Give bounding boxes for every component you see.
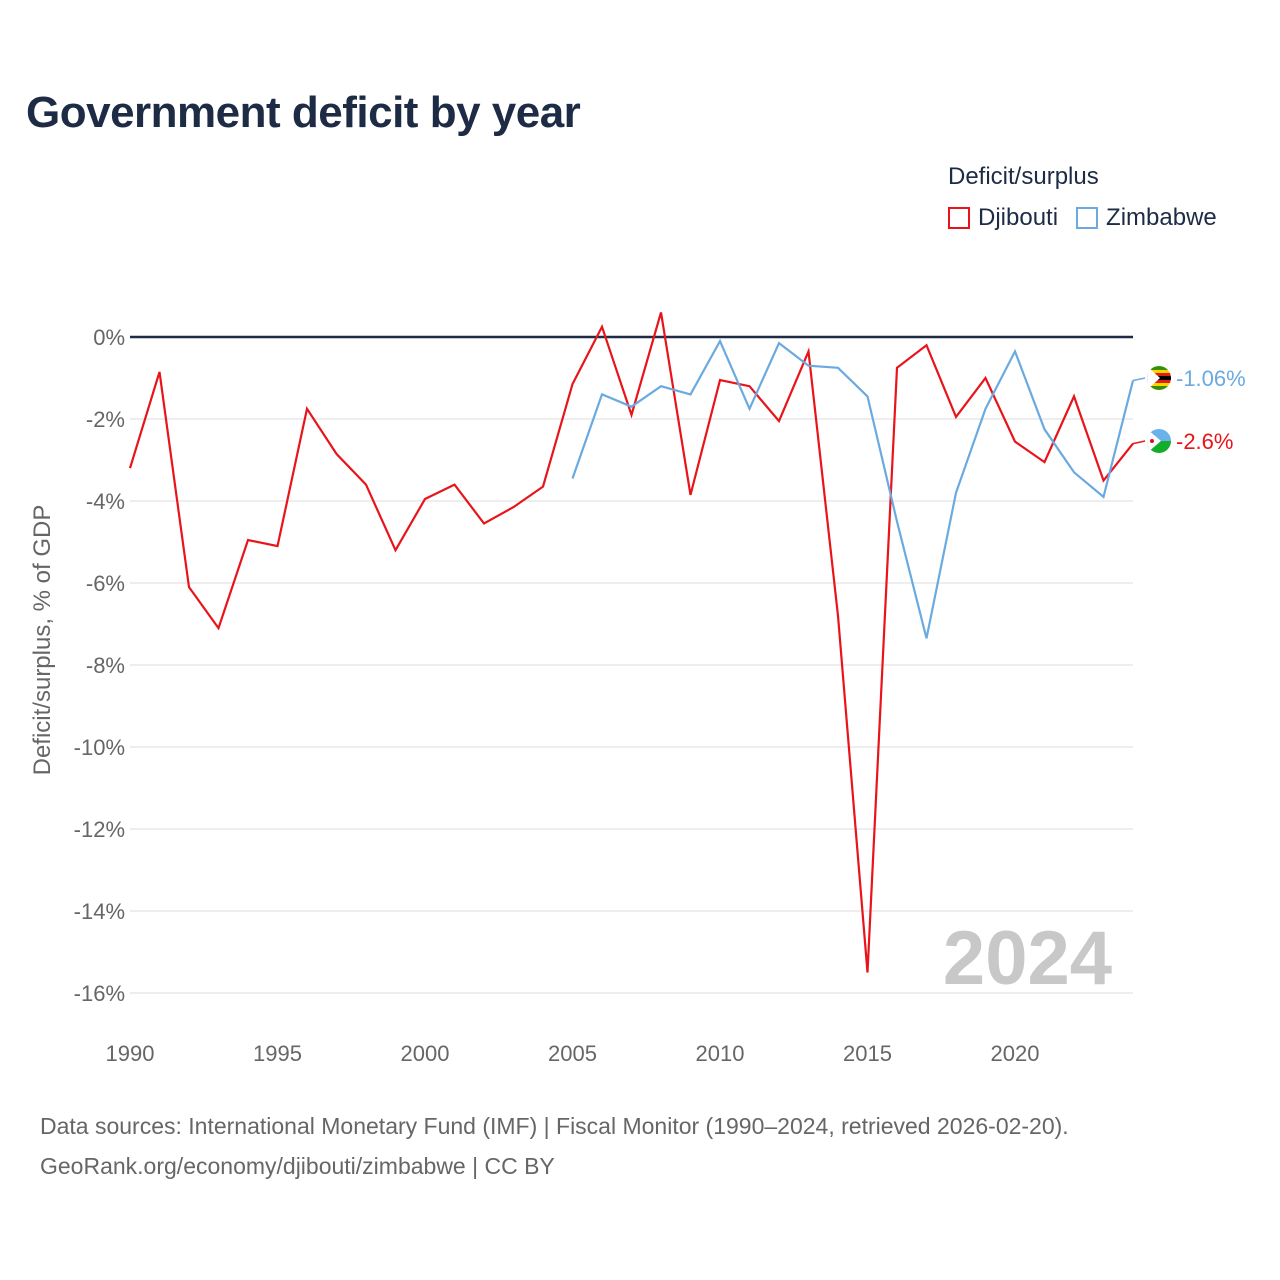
x-tick-label: 2000 <box>401 1041 450 1066</box>
y-tick-label: 0% <box>93 325 125 350</box>
data-point-zimbabwe[interactable] <box>658 383 664 389</box>
data-point-djibouti[interactable] <box>422 496 428 502</box>
data-point-djibouti[interactable] <box>776 418 782 424</box>
legend: Djibouti Zimbabwe <box>948 204 1217 232</box>
source-line-1: Data sources: International Monetary Fun… <box>40 1113 1069 1139</box>
legend-item-djibouti[interactable]: Djibouti <box>948 204 1058 232</box>
legend-title: Deficit/surplus <box>948 163 1099 190</box>
data-point-djibouti[interactable] <box>1101 478 1107 484</box>
data-point-djibouti[interactable] <box>393 547 399 553</box>
data-point-zimbabwe[interactable] <box>747 406 753 412</box>
legend-label-djibouti: Djibouti <box>978 204 1059 231</box>
data-point-zimbabwe[interactable] <box>688 391 694 397</box>
y-tick-label: -16% <box>74 981 125 1006</box>
data-point-zimbabwe[interactable] <box>1101 494 1107 500</box>
data-point-zimbabwe[interactable] <box>717 338 723 344</box>
data-point-zimbabwe[interactable] <box>865 393 871 399</box>
y-tick-label: -4% <box>86 489 125 514</box>
data-point-zimbabwe[interactable] <box>1071 469 1077 475</box>
data-point-djibouti[interactable] <box>186 584 192 590</box>
end-value-label-zimbabwe: -1.06% <box>1176 366 1246 391</box>
data-point-zimbabwe[interactable] <box>806 363 812 369</box>
year-watermark: 2024 <box>943 916 1112 1001</box>
y-tick-label: -12% <box>74 817 125 842</box>
y-tick-label: -10% <box>74 735 125 760</box>
y-tick-label: -8% <box>86 653 125 678</box>
end-connector-djibouti <box>1132 440 1146 445</box>
data-point-zimbabwe[interactable] <box>835 365 841 371</box>
djibouti-flag-icon <box>1147 429 1171 453</box>
data-point-djibouti[interactable] <box>835 613 841 619</box>
y-tick-label: -14% <box>74 899 125 924</box>
data-point-djibouti[interactable] <box>570 381 576 387</box>
legend-item-zimbabwe[interactable]: Zimbabwe <box>1076 204 1217 232</box>
x-tick-label: 2015 <box>843 1041 892 1066</box>
data-point-djibouti[interactable] <box>127 465 133 471</box>
data-point-djibouti[interactable] <box>983 375 989 381</box>
source-note: Data sources: International Monetary Fun… <box>40 1106 1069 1186</box>
data-point-djibouti[interactable] <box>953 414 959 420</box>
y-tick-label: -6% <box>86 571 125 596</box>
chart-title: Government deficit by year <box>26 88 581 137</box>
data-point-djibouti[interactable] <box>481 521 487 527</box>
data-point-djibouti[interactable] <box>540 484 546 490</box>
data-point-djibouti[interactable] <box>806 348 812 354</box>
series-line-zimbabwe <box>571 338 1135 639</box>
data-point-djibouti[interactable] <box>157 369 163 375</box>
legend-swatch-djibouti <box>948 207 970 229</box>
end-value-label-djibouti: -2.6% <box>1176 429 1233 454</box>
legend-swatch-zimbabwe <box>1076 207 1099 229</box>
data-point-djibouti[interactable] <box>1042 459 1048 465</box>
source-line-2[interactable]: GeoRank.org/economy/djibouti/zimbabwe | … <box>40 1153 555 1179</box>
data-point-djibouti[interactable] <box>747 383 753 389</box>
data-point-zimbabwe[interactable] <box>1042 426 1048 432</box>
data-point-zimbabwe[interactable] <box>629 404 635 410</box>
series-line-djibouti <box>128 312 1134 973</box>
data-point-djibouti[interactable] <box>599 324 605 330</box>
data-point-zimbabwe[interactable] <box>570 475 576 481</box>
y-axis-label: Deficit/surplus, % of GDP <box>29 505 56 776</box>
end-connector-zimbabwe <box>1132 377 1146 382</box>
data-point-djibouti[interactable] <box>275 543 281 549</box>
data-point-djibouti[interactable] <box>363 482 369 488</box>
data-point-djibouti[interactable] <box>717 377 723 383</box>
data-point-djibouti[interactable] <box>245 537 251 543</box>
data-point-zimbabwe[interactable] <box>776 340 782 346</box>
data-point-djibouti[interactable] <box>894 365 900 371</box>
x-tick-label: 2020 <box>991 1041 1040 1066</box>
data-point-djibouti[interactable] <box>924 342 930 348</box>
data-point-djibouti[interactable] <box>304 406 310 412</box>
x-tick-label: 1995 <box>253 1041 302 1066</box>
data-point-zimbabwe[interactable] <box>1012 348 1018 354</box>
data-point-djibouti[interactable] <box>629 412 635 418</box>
data-point-djibouti[interactable] <box>1012 439 1018 445</box>
data-point-djibouti[interactable] <box>865 970 871 976</box>
data-point-djibouti[interactable] <box>452 482 458 488</box>
data-point-djibouti[interactable] <box>334 451 340 457</box>
data-point-djibouti[interactable] <box>511 504 517 510</box>
data-point-djibouti[interactable] <box>688 492 694 498</box>
data-point-zimbabwe[interactable] <box>599 391 605 397</box>
data-point-zimbabwe[interactable] <box>983 406 989 412</box>
data-point-djibouti[interactable] <box>1071 393 1077 399</box>
y-tick-label: -2% <box>86 407 125 432</box>
data-point-djibouti[interactable] <box>216 625 222 631</box>
zimbabwe-flag-icon <box>1147 366 1171 390</box>
x-tick-label: 2005 <box>548 1041 597 1066</box>
x-tick-label: 2010 <box>696 1041 745 1066</box>
data-point-djibouti[interactable] <box>658 309 664 315</box>
data-point-zimbabwe[interactable] <box>894 519 900 525</box>
data-point-zimbabwe[interactable] <box>924 635 930 641</box>
legend-label-zimbabwe: Zimbabwe <box>1106 204 1217 231</box>
x-tick-label: 1990 <box>106 1041 155 1066</box>
data-point-zimbabwe[interactable] <box>953 490 959 496</box>
